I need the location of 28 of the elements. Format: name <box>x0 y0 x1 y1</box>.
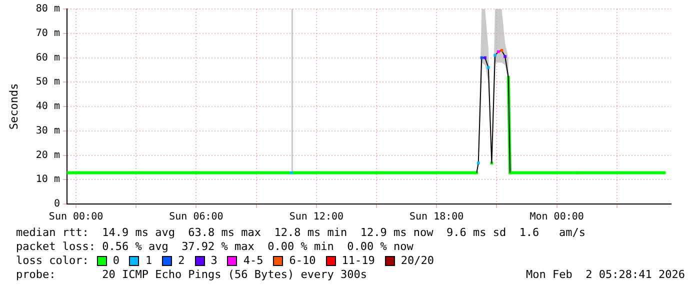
x-tick-label: Sun 12:00 <box>289 212 344 223</box>
x-tick-label: Mon 00:00 <box>530 212 584 223</box>
y-tick-label: 10 m <box>36 174 60 186</box>
legend-label: 1 <box>145 254 152 268</box>
y-tick-label: 30 m <box>36 125 60 136</box>
legend-title: loss color: <box>16 254 89 268</box>
text: packet loss: 0.56 % avg 37.92 % max 0.00 % min 0.00 % now <box>16 240 414 254</box>
legend-label: 20/20 <box>400 254 434 268</box>
text: Mon Feb 2 05:28:41 2026 <box>526 268 685 282</box>
x-tick-label: Sun 00:00 <box>48 212 104 223</box>
text: median rtt: 14.9 ms avg 63.8 ms max 12.8 ms min 12.9 ms now 9.6 ms sd 1.6 am/s <box>16 226 587 240</box>
legend-label: 4-5 <box>243 254 264 268</box>
legend-label: 0 <box>112 254 120 268</box>
y-tick-label: 0 <box>54 198 60 210</box>
y-tick-label: 40 m <box>36 101 60 112</box>
x-tick-label: Sun 06:00 <box>169 212 224 223</box>
legend-label: 11-19 <box>342 254 375 268</box>
y-tick-label: 80 m <box>36 4 60 15</box>
legend-label: 3 <box>210 254 218 268</box>
legend-label: 6-10 <box>289 254 316 268</box>
y-axis-title: Seconds <box>7 83 20 130</box>
y-tick-label: 70 m <box>36 28 60 39</box>
y-tick-label: 60 m <box>36 52 60 64</box>
x-tick-label: Sun 18:00 <box>410 212 464 223</box>
legend-label: 2 <box>178 254 185 268</box>
text: probe: 20 ICMP Echo Pings (56 Bytes) every 300s <box>16 268 367 282</box>
y-tick-label: 50 m <box>36 76 60 88</box>
y-tick-label: 20 m <box>36 150 60 161</box>
